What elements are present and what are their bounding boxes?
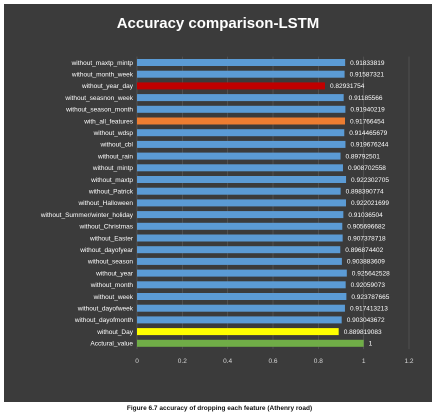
- value-label: 0.925642528: [352, 270, 390, 277]
- value-label: 0.907378718: [348, 235, 386, 242]
- value-label: 0.903043672: [347, 317, 385, 324]
- value-label: 0.92059073: [351, 282, 386, 289]
- category-label: without_wdsp: [93, 130, 134, 137]
- value-label: 0.903883609: [347, 259, 385, 266]
- category-label: without_maxtp: [90, 177, 133, 184]
- chart-panel: Accuracy comparison-LSTM without_maxtp_m…: [4, 4, 432, 402]
- x-tick-label: 1.2: [404, 358, 413, 365]
- x-axis-ticks: 0 0.2 0.4 0.6 0.8 1 1.2: [135, 358, 414, 365]
- value-label: 0.91940219: [350, 107, 385, 114]
- category-label: without_season_month: [65, 107, 133, 114]
- x-tick-label: 0: [135, 358, 139, 365]
- category-label: without_Christmas: [79, 224, 134, 231]
- value-label: 0.82931754: [330, 83, 365, 90]
- category-label: without_season: [87, 259, 134, 266]
- value-label: 0.896874402: [345, 247, 383, 254]
- value-label: 0.889819083: [344, 329, 382, 336]
- category-label: without_year_day: [81, 83, 134, 90]
- bar: [137, 82, 325, 90]
- bar: [137, 140, 346, 148]
- value-labels: 0.91833819 0.91587321 0.82931754 0.91185566…: [330, 60, 390, 348]
- category-label: without_rain: [97, 153, 133, 160]
- value-label: 0.91833819: [350, 60, 385, 67]
- bar: [137, 152, 341, 160]
- bar: [137, 70, 345, 78]
- x-tick-label: 0.2: [178, 358, 187, 365]
- category-label: without_week: [93, 294, 134, 301]
- bar: [137, 257, 342, 265]
- category-label: without_mintp: [92, 165, 133, 172]
- bar: [137, 316, 342, 324]
- value-label: 0.898390774: [346, 189, 384, 196]
- accuracy-bar-chart: Accuracy comparison-LSTM without_maxtp_m…: [40, 15, 414, 365]
- value-label: 0.919676244: [350, 142, 388, 149]
- value-label: 0.922021699: [351, 200, 389, 207]
- value-label: 0.923787665: [351, 294, 389, 301]
- value-label: 1: [369, 341, 373, 348]
- bar: [137, 339, 364, 347]
- bar: [137, 117, 346, 125]
- value-label: 0.922302705: [351, 177, 389, 184]
- bar: [137, 187, 341, 195]
- bar: [137, 105, 346, 113]
- x-tick-label: 0.8: [314, 358, 323, 365]
- bar: [137, 234, 343, 242]
- value-label: 0.91036504: [348, 212, 383, 219]
- category-labels: without_maxtp_mintp without_month_weekwit…: [40, 60, 134, 348]
- value-label: 0.914465679: [349, 130, 387, 137]
- bar: [137, 59, 346, 66]
- bar: [137, 176, 347, 183]
- bar: [137, 304, 345, 312]
- category-label: without_dayofweek: [77, 306, 134, 313]
- value-label: 0.91587321: [350, 72, 385, 79]
- bar: [137, 211, 344, 219]
- category-label: without_dayofmonth: [74, 317, 134, 324]
- category-label: without_Easter: [89, 235, 134, 242]
- category-label: without_seasnon_week: [64, 95, 133, 102]
- value-label: 0.89792501: [346, 153, 381, 160]
- category-label: without_year: [95, 270, 134, 277]
- bar: [137, 129, 345, 137]
- bar: [137, 293, 347, 300]
- category-label: Acctural_value: [90, 341, 133, 348]
- bar: [137, 269, 347, 277]
- value-label: 0.917413213: [350, 306, 388, 313]
- category-label: without_cbl: [99, 142, 133, 149]
- category-label: without_Summer/winter_holiday: [40, 212, 134, 219]
- bar: [137, 281, 346, 289]
- bar: [137, 164, 343, 172]
- bar: [137, 222, 343, 230]
- value-label: 0.91766454: [350, 118, 385, 125]
- category-label: without_month_week: [71, 72, 134, 79]
- category-label: without_Day: [96, 329, 134, 336]
- value-label: 0.905696682: [347, 224, 385, 231]
- category-label: without_maxtp_mintp: [71, 60, 134, 67]
- value-label: 0.91185566: [349, 95, 383, 102]
- x-tick-label: 0.4: [223, 358, 232, 365]
- category-label: with_all_features: [83, 118, 134, 125]
- chart-title: Accuracy comparison-LSTM: [117, 15, 320, 32]
- x-tick-label: 0.6: [268, 358, 277, 365]
- value-label: 0.908702558: [348, 165, 386, 172]
- category-label: without_Patrick: [88, 189, 134, 196]
- bar: [137, 94, 344, 102]
- bars: [137, 59, 364, 347]
- bar: [137, 199, 346, 207]
- bar: [137, 246, 341, 254]
- category-label: without_month: [90, 282, 134, 289]
- category-label: without_dayofyear: [79, 247, 134, 254]
- category-label: without_Halloween: [77, 200, 133, 207]
- x-tick-label: 1: [362, 358, 366, 365]
- figure-caption: Figure 6.7 accuracy of dropping each fea…: [126, 405, 313, 412]
- bar: [137, 328, 339, 336]
